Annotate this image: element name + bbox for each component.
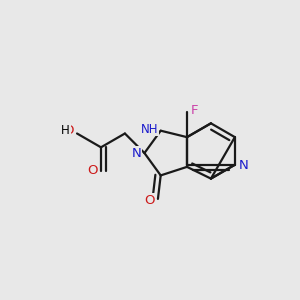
Text: O: O bbox=[88, 164, 98, 177]
Text: NH: NH bbox=[141, 123, 158, 136]
Text: N: N bbox=[132, 146, 142, 160]
Text: O: O bbox=[64, 124, 74, 137]
Text: F: F bbox=[190, 104, 198, 117]
Text: H: H bbox=[61, 124, 70, 137]
Text: O: O bbox=[145, 194, 155, 207]
Text: N: N bbox=[238, 159, 248, 172]
